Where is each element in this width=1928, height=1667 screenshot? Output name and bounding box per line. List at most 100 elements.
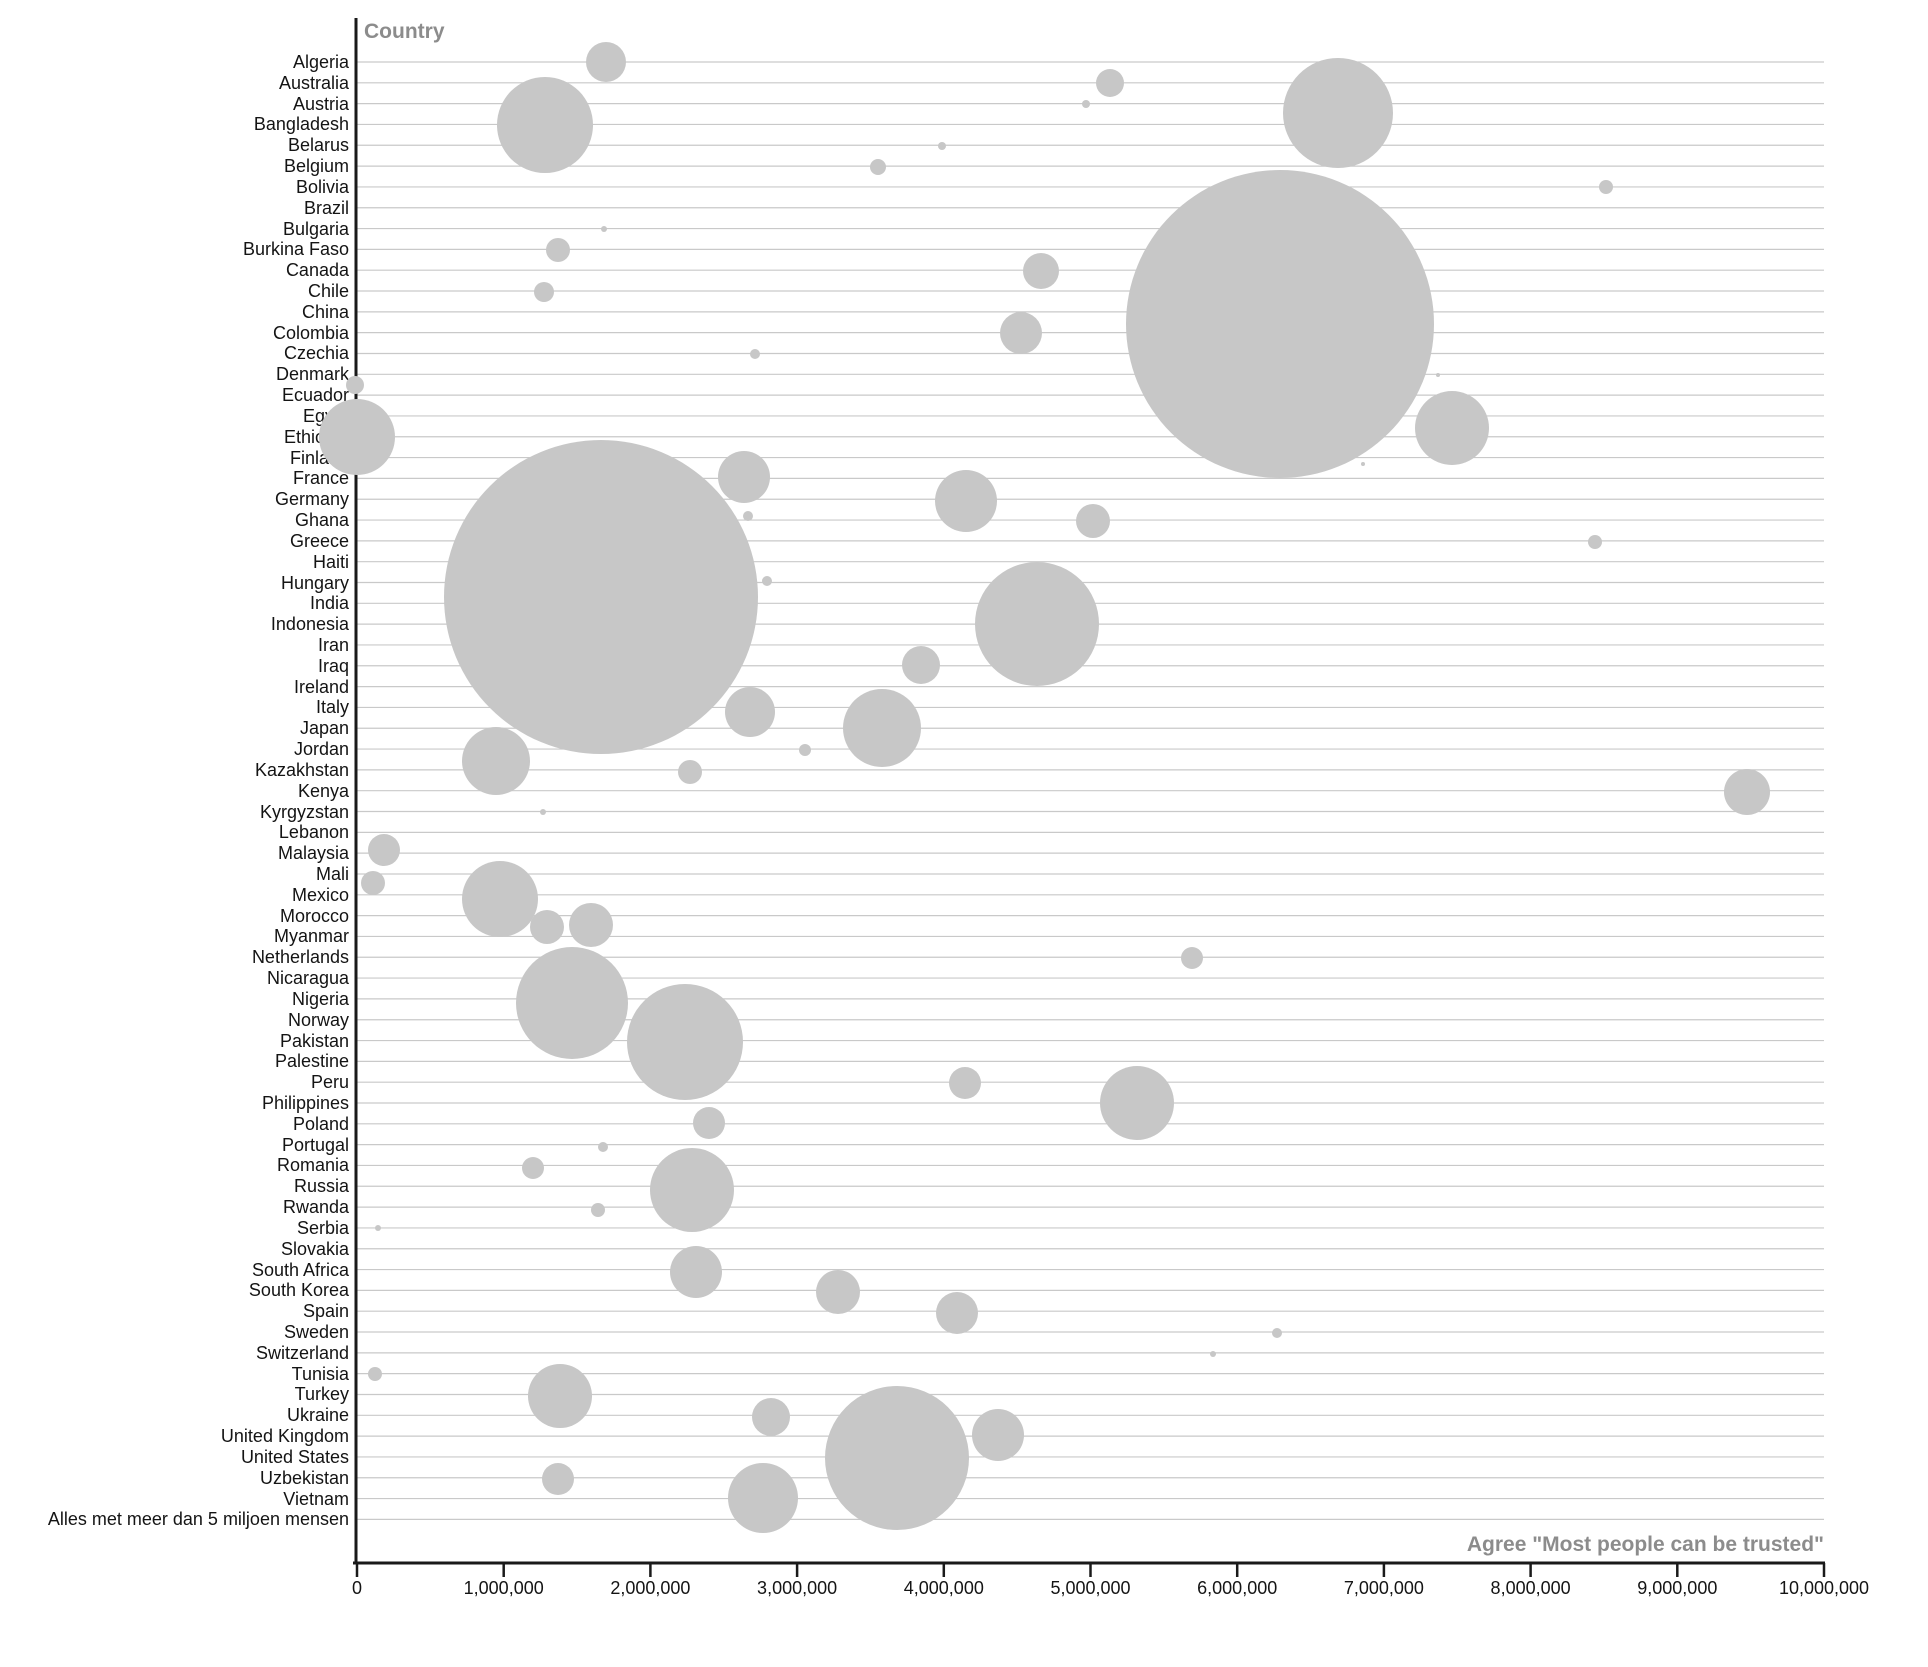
bubble-ghana[interactable] [1076, 504, 1110, 538]
y-axis-label: Ecuador [281, 385, 349, 406]
bubble-colombia[interactable] [1000, 312, 1042, 354]
bubble-kazakhstan[interactable] [678, 760, 702, 784]
bubble-switzerland[interactable] [1210, 1351, 1216, 1357]
x-tick-label: 10,000,000 [1778, 1578, 1870, 1598]
y-axis-label: Uzbekistan [259, 1467, 349, 1488]
bubble-serbia[interactable] [375, 1225, 381, 1231]
bubble-czechia[interactable] [750, 349, 760, 359]
bubble-portugal[interactable] [598, 1142, 608, 1152]
bubble-rwanda[interactable] [591, 1203, 605, 1217]
bubble-uzbekistan[interactable] [542, 1463, 574, 1495]
y-axis-label: Italy [315, 697, 349, 718]
y-axis-label: Kenya [297, 780, 349, 801]
bubble-romania[interactable] [522, 1157, 544, 1179]
bubble-greece[interactable] [1588, 535, 1602, 549]
y-axis-label: Greece [289, 530, 349, 551]
y-axis-label: Haiti [312, 551, 349, 572]
bubble-canada[interactable] [1023, 253, 1059, 289]
bubble-tunisia[interactable] [368, 1367, 382, 1381]
bubble-egypt[interactable] [1415, 391, 1489, 465]
y-axis-label: Vietnam [283, 1488, 349, 1509]
bubble-myanmar[interactable] [569, 903, 613, 947]
bubble-pakistan[interactable] [627, 984, 743, 1100]
x-tick-label: 9,000,000 [1637, 1578, 1718, 1598]
bubble-iran[interactable] [462, 727, 530, 795]
y-axis-label: Ghana [294, 510, 349, 531]
bubble-turkey[interactable] [528, 1364, 592, 1428]
bubble-kenya[interactable] [1724, 769, 1770, 815]
bubble-south-korea[interactable] [816, 1270, 860, 1314]
bubble-united-states[interactable] [825, 1386, 969, 1530]
bubble-nigeria[interactable] [516, 947, 628, 1059]
bubble-mali[interactable] [361, 871, 385, 895]
y-axis-label: Rwanda [282, 1197, 349, 1218]
bubble-hungary[interactable] [762, 576, 772, 586]
y-axis-label: Burkina Faso [242, 239, 349, 260]
y-axis-label: Norway [287, 1009, 349, 1030]
bubble-germany[interactable] [935, 470, 997, 532]
y-axis-label: Spain [302, 1301, 349, 1322]
bubble-iraq[interactable] [902, 646, 940, 684]
bubble-brazil[interactable] [1283, 58, 1393, 168]
bubble-indonesia[interactable] [975, 562, 1099, 686]
bubble-vietnam[interactable] [728, 1463, 798, 1533]
y-axis-label: Czechia [283, 343, 349, 364]
y-axis-label: Portugal [281, 1134, 349, 1155]
y-axis-label: Bolivia [295, 176, 349, 197]
bubble-bangladesh[interactable] [497, 77, 593, 173]
y-axis-label: Lebanon [278, 822, 349, 843]
bubble-ecuador[interactable] [346, 376, 364, 394]
bubble-malaysia[interactable] [368, 834, 400, 866]
bubble-italy[interactable] [725, 687, 775, 737]
bubble-india[interactable] [444, 440, 758, 754]
bubble-france[interactable] [718, 451, 770, 503]
y-axis-label: Philippines [261, 1093, 349, 1113]
x-tick-label: 8,000,000 [1490, 1578, 1571, 1598]
bubble-mexico[interactable] [462, 861, 538, 937]
y-axis-label: Hungary [280, 572, 349, 593]
bubble-finland[interactable] [1361, 462, 1365, 466]
bubble-china[interactable] [1126, 170, 1434, 478]
bubble-australia[interactable] [1096, 69, 1124, 97]
bubble-ukraine[interactable] [752, 1398, 790, 1436]
x-tick-label: 4,000,000 [903, 1578, 984, 1598]
bubble-netherlands[interactable] [1181, 947, 1203, 969]
bubble-morocco[interactable] [530, 910, 564, 944]
y-axis-label: Poland [292, 1113, 349, 1134]
x-tick-label: 2,000,000 [610, 1578, 691, 1598]
bubble-bulgaria[interactable] [601, 226, 607, 232]
bubble-south-africa[interactable] [670, 1246, 722, 1298]
bubble-poland[interactable] [693, 1107, 725, 1139]
y-axis-label: Bulgaria [282, 218, 349, 239]
y-axis-label: Germany [274, 489, 349, 510]
y-axis-label: Turkey [294, 1384, 349, 1405]
x-tick-label: 0 [351, 1578, 363, 1598]
bubble-algeria[interactable] [586, 42, 626, 82]
y-axis-label: Bangladesh [253, 114, 349, 135]
bubble-jordan[interactable] [799, 744, 811, 756]
y-axis-label: Alles met meer dan 5 miljoen mensen [47, 1509, 349, 1530]
bubble-austria[interactable] [1082, 100, 1090, 108]
bubble-peru[interactable] [949, 1067, 981, 1099]
bubble-burkina-faso[interactable] [546, 238, 570, 262]
bubble-ghana[interactable] [743, 511, 753, 521]
bubble-ethiopia[interactable] [319, 399, 395, 475]
bubble-denmark[interactable] [1436, 373, 1440, 377]
bubble-kyrgyzstan[interactable] [540, 809, 546, 815]
y-axis-label: Ukraine [286, 1405, 349, 1426]
y-axis-label: China [301, 301, 349, 322]
bubble-chile[interactable] [534, 282, 554, 302]
bubble-sweden[interactable] [1272, 1328, 1282, 1338]
bubble-bolivia[interactable] [1599, 180, 1613, 194]
bubble-russia[interactable] [650, 1148, 734, 1232]
y-axis-label: Switzerland [255, 1342, 349, 1363]
bubble-philippines[interactable] [1100, 1066, 1174, 1140]
bubble-united-kingdom[interactable] [972, 1409, 1024, 1461]
bubble-belarus[interactable] [938, 142, 946, 150]
y-axis-label: Peru [310, 1072, 349, 1093]
y-axis-label: Russia [293, 1176, 349, 1197]
bubble-belgium[interactable] [870, 159, 886, 175]
bubble-japan[interactable] [843, 689, 921, 767]
bubble-spain[interactable] [936, 1292, 978, 1334]
